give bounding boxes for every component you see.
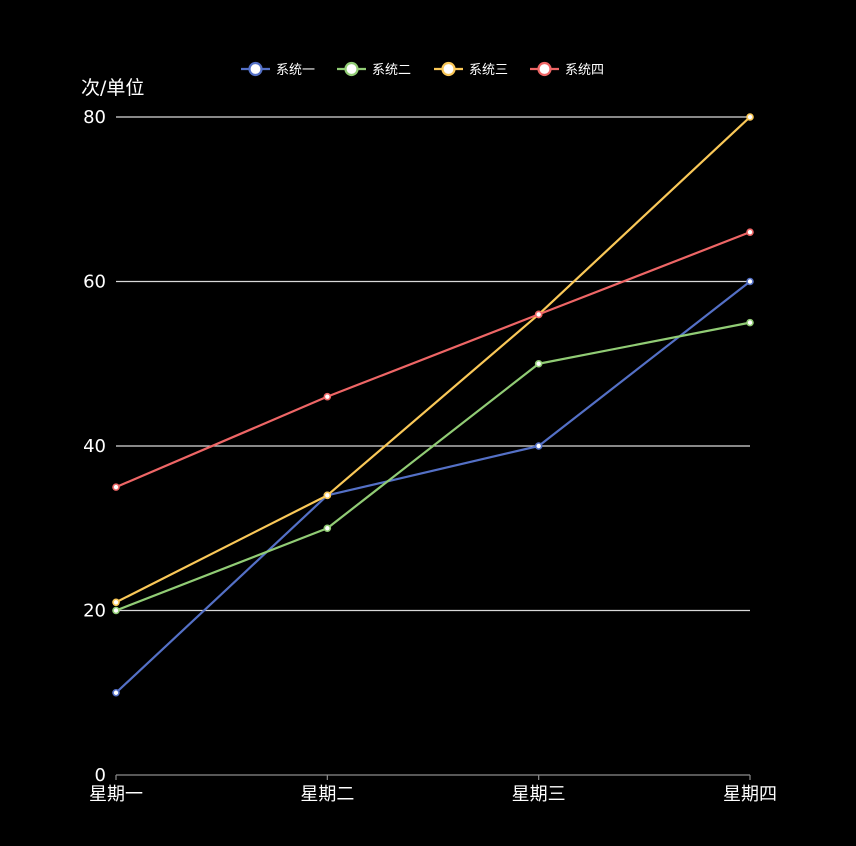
x-tick-label: 星期一 bbox=[89, 784, 143, 805]
x-tick-label: 星期三 bbox=[512, 784, 566, 805]
y-axis-label: 次/单位 bbox=[81, 77, 144, 99]
data-point[interactable] bbox=[112, 598, 120, 607]
legend-label: 系统四 bbox=[565, 63, 604, 78]
data-point[interactable] bbox=[112, 606, 120, 615]
data-point[interactable] bbox=[746, 318, 754, 327]
series-line bbox=[115, 280, 751, 694]
grid-lines bbox=[116, 116, 750, 612]
legend-marker bbox=[441, 61, 456, 77]
y-tick-label: 60 bbox=[83, 272, 106, 293]
data-point[interactable] bbox=[746, 228, 754, 236]
axes: 0 20 40 60 80 星期一 星期二 星期三 星期四 bbox=[83, 107, 777, 805]
y-tick-label: 0 bbox=[95, 765, 106, 786]
data-point[interactable] bbox=[323, 491, 332, 500]
data-point[interactable] bbox=[112, 688, 120, 697]
data-point[interactable] bbox=[534, 359, 543, 368]
series-2 bbox=[112, 318, 754, 615]
data-point[interactable] bbox=[323, 392, 332, 401]
data-point[interactable] bbox=[746, 277, 754, 286]
data-point[interactable] bbox=[323, 524, 332, 533]
legend-marker bbox=[344, 61, 359, 77]
x-tick-label: 星期二 bbox=[300, 784, 354, 805]
legend-item[interactable]: 系统一 bbox=[241, 61, 315, 78]
legend-marker bbox=[248, 61, 263, 77]
legend-item[interactable]: 系统三 bbox=[434, 61, 508, 78]
series-4 bbox=[112, 228, 754, 491]
data-point[interactable] bbox=[534, 310, 543, 319]
data-point[interactable] bbox=[112, 483, 120, 491]
data-point[interactable] bbox=[534, 442, 543, 450]
legend-label: 系统三 bbox=[469, 63, 508, 78]
series-3 bbox=[112, 113, 754, 607]
y-tick-label: 20 bbox=[83, 601, 106, 622]
y-tick-label: 40 bbox=[83, 436, 106, 457]
x-tick-label: 星期四 bbox=[723, 784, 777, 805]
legend-label: 系统一 bbox=[276, 63, 315, 78]
legend[interactable]: 系统一 系统二 系统三 系统四 bbox=[241, 61, 604, 78]
y-tick-label: 80 bbox=[83, 107, 106, 128]
legend-item[interactable]: 系统二 bbox=[337, 61, 411, 78]
series-lines bbox=[112, 113, 754, 697]
legend-label: 系统二 bbox=[372, 63, 411, 78]
series-line bbox=[115, 116, 751, 604]
legend-marker bbox=[537, 61, 552, 77]
legend-item[interactable]: 系统四 bbox=[530, 61, 604, 78]
data-point[interactable] bbox=[746, 113, 754, 121]
series-line bbox=[115, 321, 751, 612]
series-line bbox=[115, 231, 751, 489]
